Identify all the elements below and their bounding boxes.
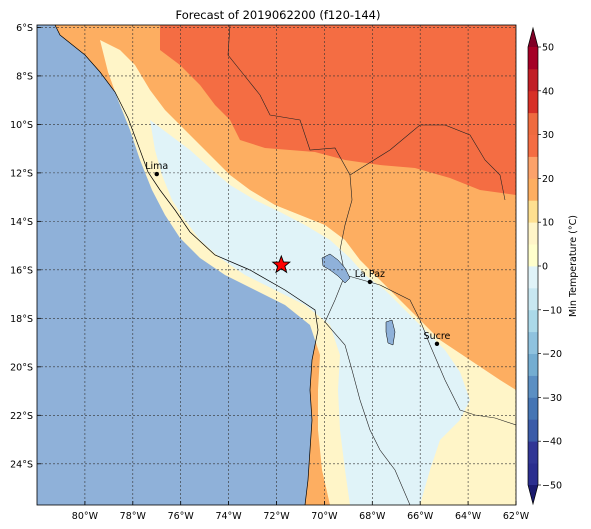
colorbar-band bbox=[528, 287, 538, 311]
colorbar-band bbox=[528, 397, 538, 420]
star-icon bbox=[271, 254, 291, 274]
city-marker bbox=[154, 171, 159, 177]
x-tick-label: 74°W bbox=[215, 511, 242, 522]
colorbar-tick-label: 30 bbox=[542, 130, 554, 141]
colorbar-tick-label: 10 bbox=[542, 218, 554, 229]
colorbar-tick-label: 50 bbox=[542, 43, 554, 54]
y-tick-label: 24°S bbox=[10, 459, 33, 470]
colorbar-tick-label: 20 bbox=[542, 174, 554, 185]
colorbar-band bbox=[528, 266, 538, 289]
colorbar-band bbox=[528, 156, 538, 179]
x-tick-label: 80°W bbox=[72, 511, 99, 522]
city-label: La Paz bbox=[355, 269, 385, 280]
y-tick-label: 14°S bbox=[10, 217, 33, 228]
colorbar-band bbox=[528, 134, 538, 157]
colorbar-band bbox=[528, 47, 538, 70]
colorbar-tick-label: 40 bbox=[542, 86, 554, 97]
y-tick-label: 20°S bbox=[10, 362, 33, 373]
colorbar-tick-label: −30 bbox=[542, 393, 562, 404]
colorbar-band bbox=[528, 222, 538, 245]
colorbar-band bbox=[528, 90, 538, 114]
colorbar-band bbox=[528, 200, 538, 223]
temperature-band-30 bbox=[160, 25, 516, 195]
lake-poopo bbox=[385, 319, 396, 346]
x-tick-label: 66°W bbox=[407, 511, 434, 522]
colorbar-tick-label: 0 bbox=[542, 262, 548, 273]
y-tick-label: 8°S bbox=[16, 71, 33, 82]
map-axis: 80°W 78°W 76°W 74°W 72°W 70°W 68°W 66°W 64°W 62°W… bbox=[10, 23, 530, 522]
colorbar-band bbox=[528, 353, 538, 376]
x-tick-label: 72°W bbox=[263, 511, 290, 522]
y-tick-label: 12°S bbox=[10, 168, 33, 179]
colorbar-tick-label: −20 bbox=[542, 349, 562, 360]
colorbar-band bbox=[528, 331, 538, 354]
y-tick-label: 16°S bbox=[10, 265, 33, 276]
country-borders bbox=[227, 25, 516, 505]
colorbar-tick-label: −50 bbox=[542, 481, 562, 492]
x-tick-label: 62°W bbox=[503, 511, 530, 522]
coastline bbox=[54, 25, 319, 505]
colorbar-label: Min Temperature (°C) bbox=[568, 215, 579, 317]
y-tick-label: 18°S bbox=[10, 314, 33, 325]
x-tick-label: 76°W bbox=[168, 511, 195, 522]
colorbar-over-arrow bbox=[528, 28, 538, 47]
x-tick-label: 68°W bbox=[359, 511, 386, 522]
colorbar-tick-label: −10 bbox=[542, 305, 562, 316]
colorbar-band bbox=[528, 68, 538, 92]
y-tick-label: 10°S bbox=[10, 120, 33, 131]
city-label: Lima bbox=[145, 161, 168, 172]
x-tick-label: 70°W bbox=[311, 511, 338, 522]
x-tick-label: 78°W bbox=[120, 511, 147, 522]
city-marker bbox=[367, 279, 373, 285]
map-grid bbox=[37, 25, 516, 505]
city-label: Sucre bbox=[424, 331, 451, 342]
colorbar-band bbox=[528, 178, 538, 201]
city-marker bbox=[434, 341, 440, 346]
forecast-location bbox=[271, 254, 291, 274]
colorbar-band bbox=[528, 112, 538, 135]
colorbar-band bbox=[528, 375, 538, 398]
cities: Lima La Paz Sucre bbox=[145, 161, 451, 346]
map: 80°W 78°W 76°W 74°W 72°W 70°W 68°W 66°W 64°W 62°W… bbox=[10, 23, 530, 522]
colorbar-band bbox=[528, 244, 538, 267]
lake-titicaca bbox=[321, 253, 351, 284]
chart-title: Forecast of 2019062200 (f120-144) bbox=[176, 8, 381, 22]
colorbar-tick-label: −40 bbox=[542, 437, 562, 448]
y-tick-label: 6°S bbox=[16, 23, 33, 34]
colorbar-band bbox=[528, 419, 538, 442]
colorbar-band bbox=[528, 463, 538, 486]
colorbar: 50 40 30 20 10 0 −10 −20 −30 −40 −50 Min Temperatur… bbox=[527, 26, 579, 506]
colorbar-band bbox=[528, 309, 538, 333]
colorbar-under-arrow bbox=[528, 485, 538, 504]
temperature-band-0 bbox=[150, 120, 470, 505]
y-tick-label: 22°S bbox=[10, 411, 33, 422]
colorbar-band bbox=[528, 441, 538, 464]
x-tick-label: 64°W bbox=[455, 511, 482, 522]
